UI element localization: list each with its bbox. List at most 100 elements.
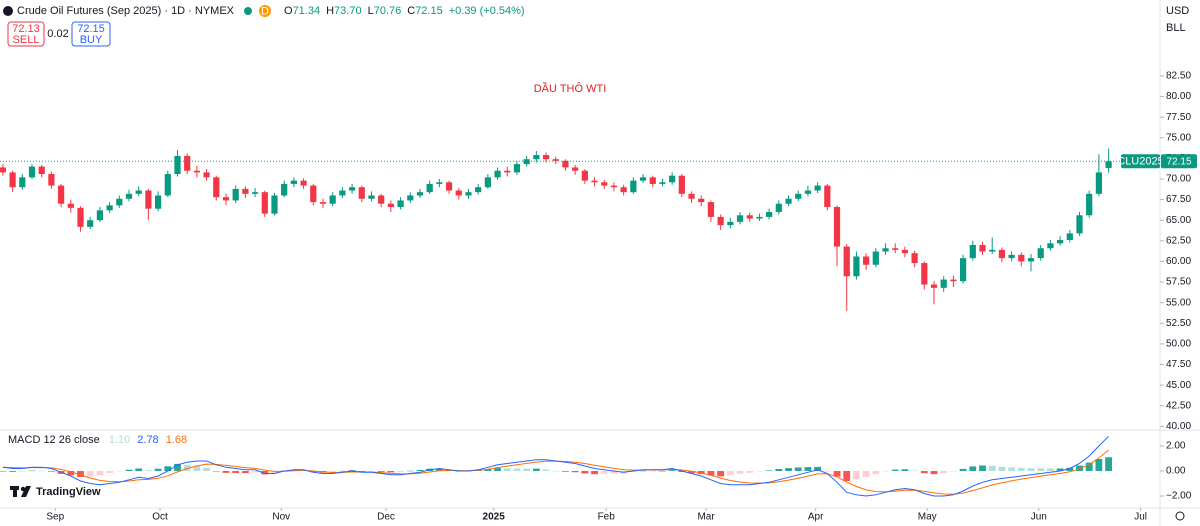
candle-body <box>426 183 433 193</box>
histogram-bar <box>261 471 269 475</box>
candle-body <box>1066 233 1073 240</box>
candle-body <box>1105 161 1112 168</box>
histogram-bar <box>203 467 210 471</box>
histogram-bar <box>329 471 337 472</box>
histogram-bar <box>765 470 773 471</box>
histogram-bar <box>746 471 754 473</box>
histogram-bar <box>930 471 938 475</box>
x-tick-label: Sep <box>46 512 64 523</box>
unit: BLL <box>1166 22 1186 34</box>
ohlc-value: 71.34 <box>293 5 321 17</box>
buy-button[interactable] <box>71 21 111 47</box>
candle-body <box>795 193 802 199</box>
candle-body <box>542 155 550 160</box>
candle-body <box>281 183 288 196</box>
y-tick-label: 77.50 <box>1166 112 1191 123</box>
candle-body <box>116 198 123 206</box>
ohlc-legend: O71.34 H73.70 L70.76 C72.15 +0.39 (+0.54%) <box>284 5 525 17</box>
histogram-bar <box>1085 462 1093 471</box>
candle-body <box>416 192 424 196</box>
candle-body <box>494 170 501 178</box>
histogram-bar <box>1076 465 1083 471</box>
candle-body <box>960 258 967 282</box>
candle-body <box>154 195 162 209</box>
x-tick-label: Feb <box>598 512 616 523</box>
histogram-bar <box>688 471 695 474</box>
y-tick-label: 0.00 <box>1166 466 1186 477</box>
candle-body <box>785 198 792 204</box>
x-tick-label: Mar <box>697 512 715 523</box>
histogram-bar <box>804 467 812 471</box>
candle-body <box>979 244 986 252</box>
macd-line-last: 2.78 <box>137 434 158 446</box>
y-tick-label: 57.50 <box>1166 277 1191 288</box>
histogram-bar <box>600 471 608 474</box>
histogram-bar <box>154 468 162 471</box>
candle-body <box>940 279 947 288</box>
candle-body <box>213 177 220 198</box>
y-tick-label: 75.00 <box>1166 132 1191 143</box>
histogram-bar <box>1105 457 1112 471</box>
candle-body <box>1008 254 1015 259</box>
histogram-bar <box>756 471 763 472</box>
histogram-bar <box>843 471 851 482</box>
histogram-bar <box>707 471 715 476</box>
ohlc-label: H <box>326 5 334 17</box>
currency: USD <box>1166 5 1189 17</box>
candle-body <box>746 215 753 219</box>
histogram-bar <box>959 468 967 471</box>
x-tick-label: Apr <box>808 512 824 523</box>
candle-body <box>193 170 200 173</box>
x-tick-label: Nov <box>272 512 290 523</box>
histogram-bar <box>814 466 822 471</box>
histogram-bar <box>309 471 317 473</box>
candle-body <box>9 172 16 188</box>
candle-body <box>552 159 559 161</box>
histogram-bar <box>785 468 792 471</box>
chart-title: Crude Oil Futures (Sep 2025) · 1D · NYME… <box>17 5 235 17</box>
ohlc-label: O <box>284 5 293 17</box>
candle-body <box>368 195 375 199</box>
candle-body <box>572 167 579 171</box>
candle-body <box>164 174 171 196</box>
sell-price: 72.13 <box>12 23 40 35</box>
histogram-bar <box>911 470 919 472</box>
candle-body <box>504 170 511 173</box>
candle-body <box>853 256 860 277</box>
histogram-bar <box>96 471 104 476</box>
sell-button[interactable] <box>7 21 45 47</box>
histogram-bar <box>988 465 996 471</box>
histogram-bar <box>377 471 385 472</box>
histogram-bar <box>891 469 899 471</box>
candle-body <box>736 215 744 222</box>
histogram-bar <box>639 470 647 472</box>
candle-body <box>998 249 1006 259</box>
price-tag: 72.15 <box>1166 156 1191 167</box>
price-tag-bg <box>1161 154 1197 169</box>
histogram-bar <box>183 464 191 471</box>
histogram-bar <box>833 471 841 477</box>
candle-body <box>513 164 521 173</box>
candle-body <box>232 188 239 201</box>
symbol-icon <box>3 6 13 16</box>
spread: 0.02 <box>47 28 68 40</box>
histogram-bar <box>48 471 55 472</box>
macd-hist-last: 1.10 <box>109 434 130 446</box>
y-tick-label: 60.00 <box>1166 256 1191 267</box>
candle-body <box>775 203 782 212</box>
histogram-bar <box>920 471 928 474</box>
candle-body <box>28 166 36 178</box>
histogram-bar <box>9 471 17 472</box>
candle-body <box>930 284 938 288</box>
candle-body <box>533 155 540 160</box>
candle-body <box>601 182 608 186</box>
histogram-bar <box>77 471 84 477</box>
ohlc-value: 72.15 <box>415 5 443 17</box>
histogram-bar <box>882 471 889 472</box>
settings-icon[interactable] <box>1175 511 1185 521</box>
candle-body <box>48 174 55 186</box>
y-tick-label: 82.50 <box>1166 71 1191 82</box>
histogram-bar <box>251 471 259 473</box>
histogram-bar <box>271 471 278 474</box>
